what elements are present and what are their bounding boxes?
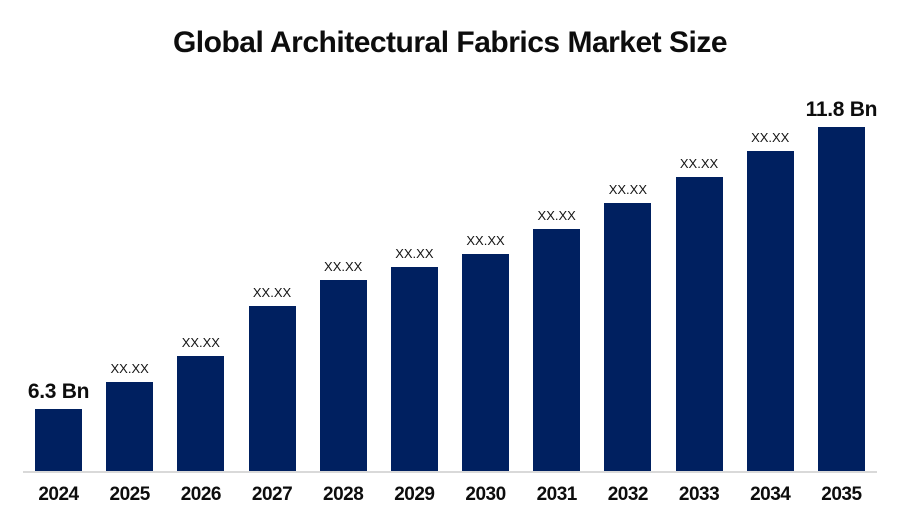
bar-2032 [604,203,652,473]
x-tick-label: 2025 [109,484,151,505]
bar-column-2033: XX.XX [675,156,723,473]
bar-2034 [746,151,794,473]
x-tick-label: 2026 [180,484,222,505]
bar-value-label: 6.3 Bn [27,380,90,403]
bar-column-2025: XX.XX [106,361,154,473]
bar-column-2026: XX.XX [177,335,225,473]
bar-value-label: XX.XX [679,156,719,171]
bar-2026 [177,356,225,473]
bar-column-2024: 6.3 Bn [28,380,89,473]
x-tick-label: 2029 [394,484,435,505]
x-tick-label: 2027 [251,484,293,505]
bar-2027 [248,306,296,473]
bar-value-label: XX.XX [110,361,149,376]
x-tick-label: 2034 [750,484,791,505]
bar-column-2029: XX.XX [390,246,438,473]
bar-value-label: XX.XX [395,246,434,261]
chart-title: Global Architectural Fabrics Market Size [172,26,728,59]
bar-value-label: XX.XX [181,335,220,350]
x-tick-label: 2035 [821,484,862,505]
bar-value-label: 11.8 Bn [805,98,878,121]
bar-value-label: XX.XX [324,259,363,274]
bar-2025 [106,382,154,473]
bar-2035 [817,127,865,473]
bar-value-label: XX.XX [751,130,790,145]
bar-2028 [319,280,367,473]
bar-2024 [35,409,82,473]
bar-2033 [675,177,723,473]
plot-area: 6.3 Bn XX.XX XX.XX XX.XX XX.XX XX.XX XX.XX XX.X… [28,98,877,473]
bar-value-label: XX.XX [466,233,505,248]
bar-column-2027: XX.XX [248,285,296,473]
x-axis-line [23,471,877,473]
bar-2030 [462,254,510,473]
bar-value-label: XX.XX [608,182,648,197]
x-tick-label: 2024 [38,484,79,505]
x-tick-label: 2028 [323,484,364,505]
x-tick-label: 2030 [465,484,506,505]
bar-column-2032: XX.XX [604,182,652,473]
bar-2031 [533,229,581,473]
x-tick-label: 2033 [678,484,720,505]
bar-column-2034: XX.XX [746,130,794,473]
x-axis-labels: 2024 2025 2026 2027 2028 2029 2030 2031 2032 2033… [35,484,865,506]
bar-value-label: XX.XX [252,285,292,300]
bar-column-2028: XX.XX [319,259,367,473]
x-tick-label: 2031 [536,484,578,505]
bar-column-2035: 11.8 Bn [806,98,877,473]
bar-2029 [390,267,438,473]
bar-value-label: XX.XX [537,208,576,223]
x-tick-label: 2032 [607,484,649,505]
bar-column-2030: XX.XX [462,233,510,473]
bar-column-2031: XX.XX [533,208,581,473]
